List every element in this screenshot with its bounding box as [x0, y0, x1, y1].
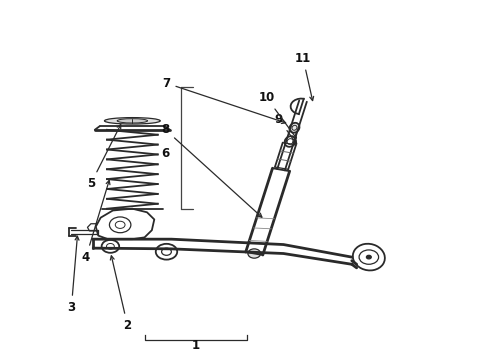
Text: 10: 10	[258, 91, 296, 138]
Text: 4: 4	[81, 180, 110, 264]
Text: 9: 9	[274, 113, 296, 144]
Text: 8: 8	[161, 123, 262, 217]
Text: 3: 3	[67, 236, 79, 314]
Ellipse shape	[117, 119, 147, 123]
Text: 7: 7	[162, 77, 285, 123]
Text: 5: 5	[86, 125, 121, 190]
Text: 2: 2	[110, 256, 131, 332]
Text: 6: 6	[161, 147, 169, 159]
Circle shape	[247, 249, 260, 258]
Text: 11: 11	[294, 51, 313, 100]
Text: 1: 1	[191, 339, 200, 352]
Circle shape	[366, 255, 370, 259]
Ellipse shape	[289, 123, 299, 133]
Ellipse shape	[104, 118, 160, 124]
